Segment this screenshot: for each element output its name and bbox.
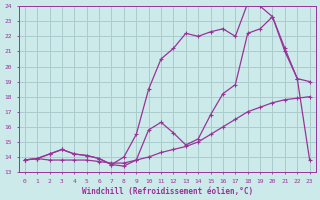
X-axis label: Windchill (Refroidissement éolien,°C): Windchill (Refroidissement éolien,°C) <box>82 187 253 196</box>
